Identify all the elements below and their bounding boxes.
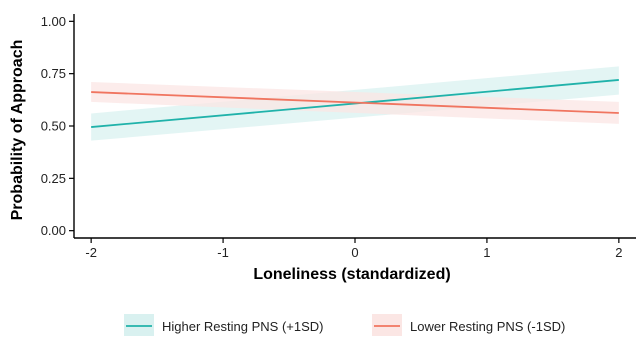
y-tick-label: 0.50 (41, 119, 66, 134)
legend-key-band (124, 314, 154, 336)
series-line-2 (91, 91, 619, 114)
legend-item-1: Higher Resting PNS (+1SD) (124, 314, 323, 336)
x-axis-title: Loneliness (standardized) (253, 266, 450, 283)
series-line-1 (91, 79, 619, 128)
legend: Higher Resting PNS (+1SD) Lower Resting P… (124, 314, 565, 336)
x-tick-label: 0 (351, 245, 358, 260)
legend-label: Higher Resting PNS (+1SD) (162, 319, 323, 334)
x-tick-label: -2 (85, 245, 97, 260)
x-tick-label: 2 (615, 245, 622, 260)
legend-key-band (372, 314, 402, 336)
y-tick-label: 0.25 (41, 171, 66, 186)
y-axis-title: Probability of Approach (9, 40, 26, 221)
x-tick-label: -1 (217, 245, 229, 260)
legend-item-2: Lower Resting PNS (-1SD) (372, 314, 565, 336)
x-tick-label: 1 (483, 245, 490, 260)
legend-label: Lower Resting PNS (-1SD) (410, 319, 565, 334)
plot-area (91, 66, 619, 141)
series-lines (91, 79, 619, 128)
y-tick-label: 1.00 (41, 14, 66, 29)
x-axis-ticks: -2 -1 0 1 2 (85, 238, 622, 260)
y-tick-label: 0.75 (41, 66, 66, 81)
y-tick-label: 0.00 (41, 223, 66, 238)
y-axis-ticks: 0.00 0.25 0.50 0.75 1.00 (41, 14, 74, 238)
